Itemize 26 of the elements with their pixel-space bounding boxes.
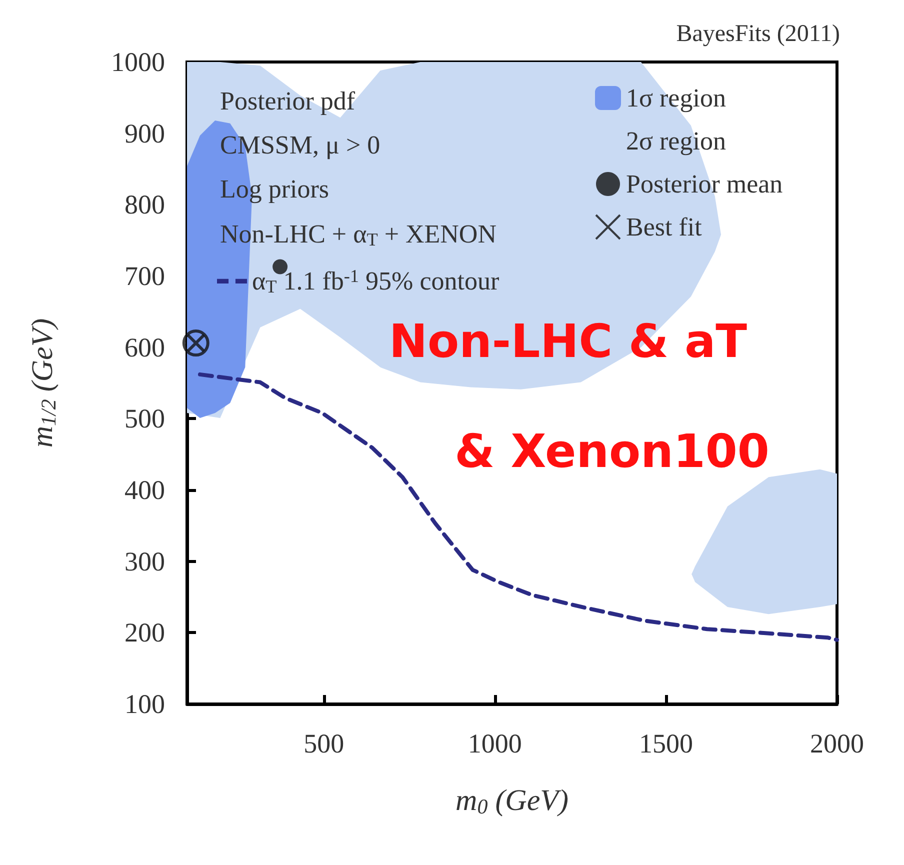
y-tick-label: 200 (124, 618, 165, 648)
y-tick-label: 300 (124, 546, 165, 576)
y-tick-label: 100 (124, 689, 165, 719)
annotation: CMSSM, μ > 0 (220, 130, 380, 160)
y-tick-label: 500 (124, 404, 165, 434)
x-tick-label: 500 (304, 728, 344, 758)
y-tick-label: 900 (124, 118, 165, 148)
legend-label: 1σ region (626, 84, 726, 112)
annotation: Log priors (220, 174, 330, 204)
y-tick-label: 400 (124, 475, 165, 505)
y-tick-label: 1000 (111, 47, 165, 77)
legend-label: Best fit (626, 212, 703, 242)
text: BayesFits (2011) (676, 21, 840, 47)
y-tick-label: 600 (124, 332, 165, 362)
x-tick-label: 1500 (638, 728, 693, 758)
annotation: Non-LHC + αT + XENON (220, 220, 497, 250)
annotation: Posterior pdf (220, 86, 356, 116)
y-axis-title: m1/2 (GeV) (26, 318, 60, 448)
x-tick-label: 1000 (468, 728, 522, 758)
annotation: Non-LHC & aT (388, 314, 748, 368)
annotation: & Xenon100 (454, 424, 770, 478)
x-tick-label: 2000 (810, 728, 864, 758)
y-tick-label: 700 (124, 261, 165, 291)
legend-label: Posterior mean (626, 170, 783, 198)
series-label: 2σ region (626, 126, 726, 156)
y-tick-label: 800 (124, 190, 165, 220)
